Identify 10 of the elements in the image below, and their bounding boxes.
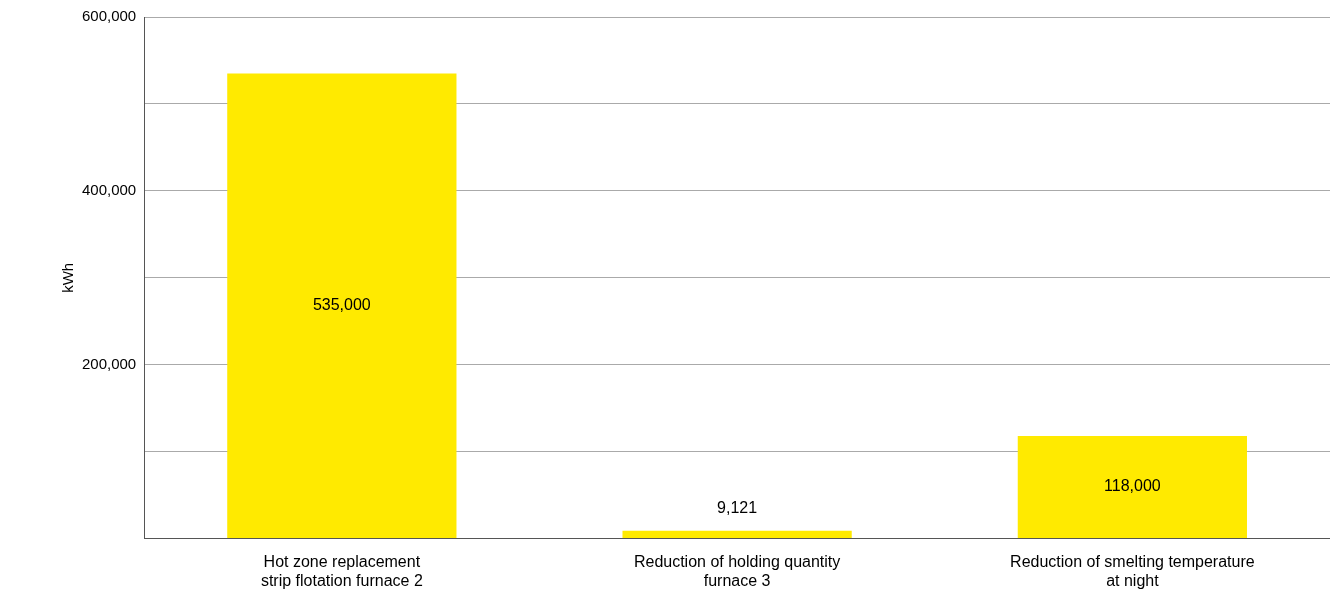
text: 400,000 xyxy=(81,181,137,199)
x-tick-label: Reduction of holding quantity furnace 3 xyxy=(633,552,841,589)
data-label: 118,000 xyxy=(1104,477,1161,495)
text: 200,000 xyxy=(81,354,137,372)
x-tick-label: Hot zone replacement strip flotation furnace 2 xyxy=(260,552,423,589)
data-label: 9,121 xyxy=(717,499,758,517)
text: 600,000 xyxy=(81,7,137,25)
x-tick-label: Reduction of smelting temperature at night xyxy=(1010,552,1255,589)
data-label: 535,000 xyxy=(312,296,371,314)
y-axis-title: kWh xyxy=(59,262,77,293)
